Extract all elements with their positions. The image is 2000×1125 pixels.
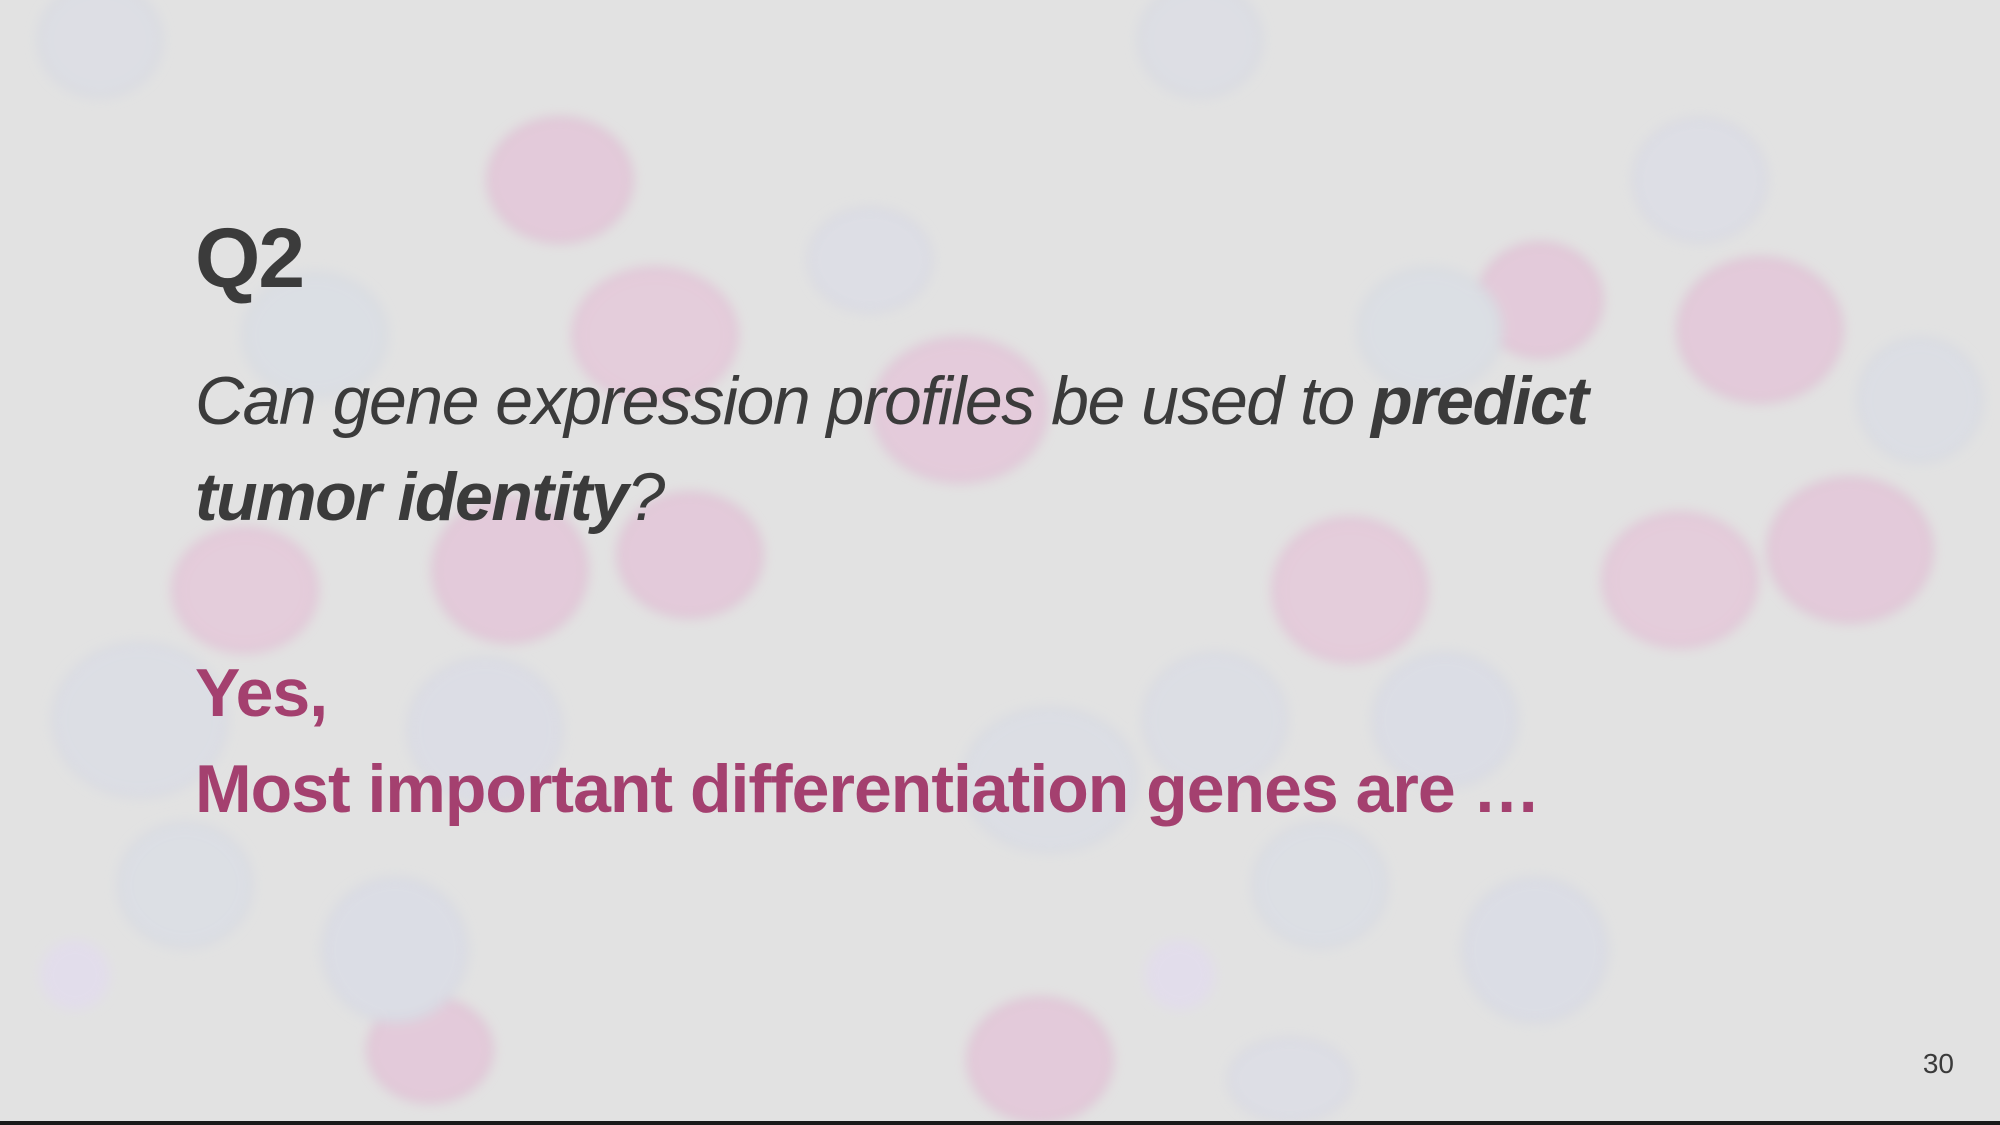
answer-block: Yes, Most important differentiation gene… <box>195 645 1541 837</box>
question-emphasis-predict: predict <box>1371 363 1589 439</box>
answer-line-2: Most important differentiation genes are… <box>195 751 1541 827</box>
question-text: Can gene expression profiles be used to … <box>195 353 1755 545</box>
bottom-border <box>0 1121 2000 1125</box>
answer-line-1: Yes, <box>195 655 328 731</box>
question-part-1: Can gene expression profiles be used to <box>195 363 1372 439</box>
page-number: 30 <box>1922 1048 1954 1079</box>
slide-title: Q2 <box>195 211 305 305</box>
question-part-2: ? <box>627 459 665 535</box>
question-emphasis-tumor-identity: tumor identity <box>195 459 629 535</box>
